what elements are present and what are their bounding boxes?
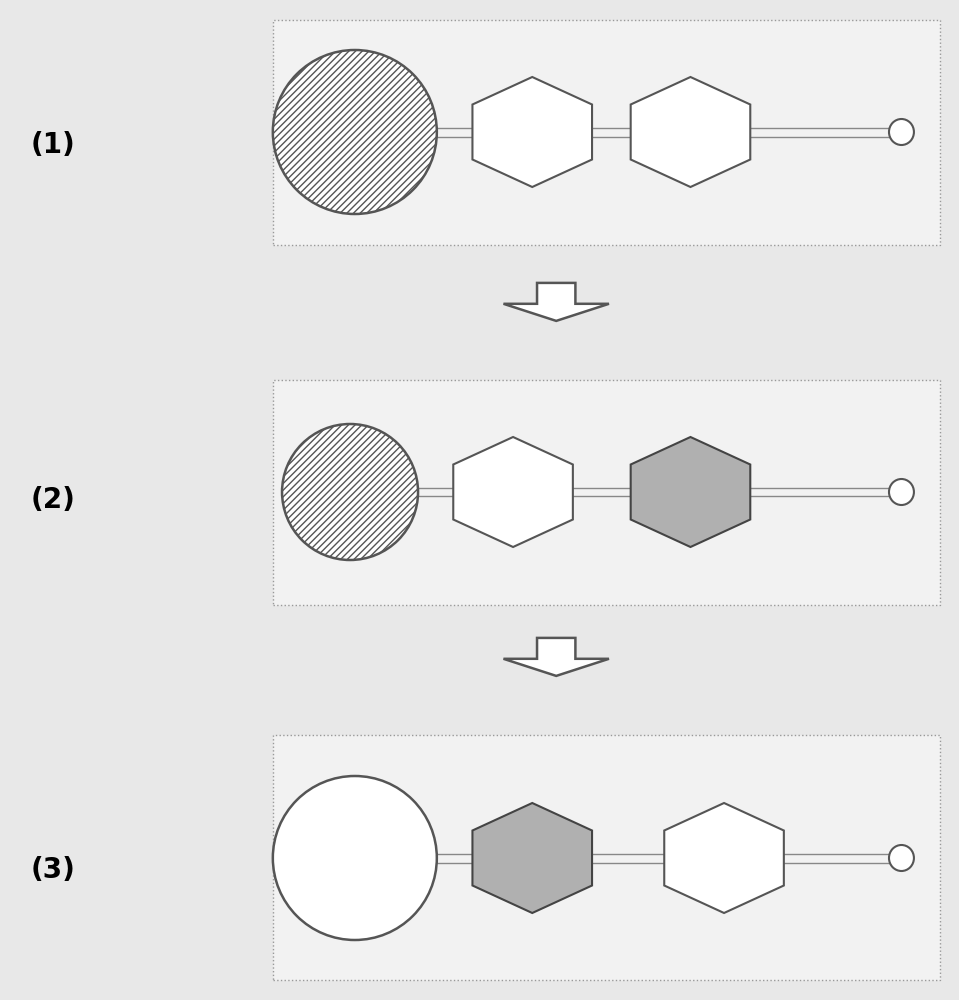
FancyBboxPatch shape xyxy=(273,735,940,980)
Text: (1): (1) xyxy=(31,131,75,159)
Text: (3): (3) xyxy=(31,856,75,884)
Ellipse shape xyxy=(272,776,437,940)
Polygon shape xyxy=(631,437,750,547)
Text: (2): (2) xyxy=(31,486,75,514)
FancyBboxPatch shape xyxy=(273,380,940,605)
Polygon shape xyxy=(454,437,573,547)
Circle shape xyxy=(889,845,914,871)
Polygon shape xyxy=(665,803,784,913)
Polygon shape xyxy=(503,283,609,321)
Polygon shape xyxy=(503,638,609,676)
FancyBboxPatch shape xyxy=(273,20,940,245)
Polygon shape xyxy=(473,77,592,187)
Ellipse shape xyxy=(272,50,437,214)
Circle shape xyxy=(889,119,914,145)
Circle shape xyxy=(889,479,914,505)
Polygon shape xyxy=(631,77,750,187)
Polygon shape xyxy=(473,803,592,913)
Ellipse shape xyxy=(282,424,418,560)
